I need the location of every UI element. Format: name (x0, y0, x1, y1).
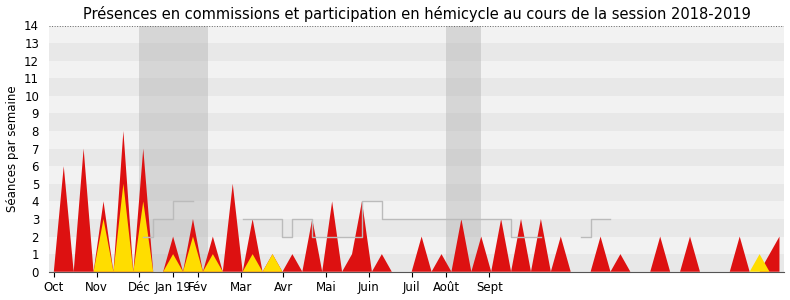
Bar (49, 166, 784, 184)
Bar (49, 43, 784, 61)
Bar (49, 131, 784, 148)
Title: Présences en commissions et participation en hémicycle au cours de la session 20: Présences en commissions et participatio… (83, 6, 750, 22)
Bar (139, 26, 183, 272)
Bar (49, 254, 784, 272)
Bar (49, 78, 784, 96)
Y-axis label: Séances par semaine: Séances par semaine (6, 85, 18, 212)
Bar (49, 113, 784, 131)
Bar (49, 201, 784, 219)
Bar (49, 61, 784, 78)
Bar (49, 148, 784, 166)
Bar (183, 26, 208, 272)
Bar (49, 219, 784, 236)
Bar (49, 236, 784, 254)
Bar (49, 96, 784, 113)
Bar (446, 26, 481, 272)
Bar (49, 26, 784, 43)
Bar (49, 184, 784, 201)
